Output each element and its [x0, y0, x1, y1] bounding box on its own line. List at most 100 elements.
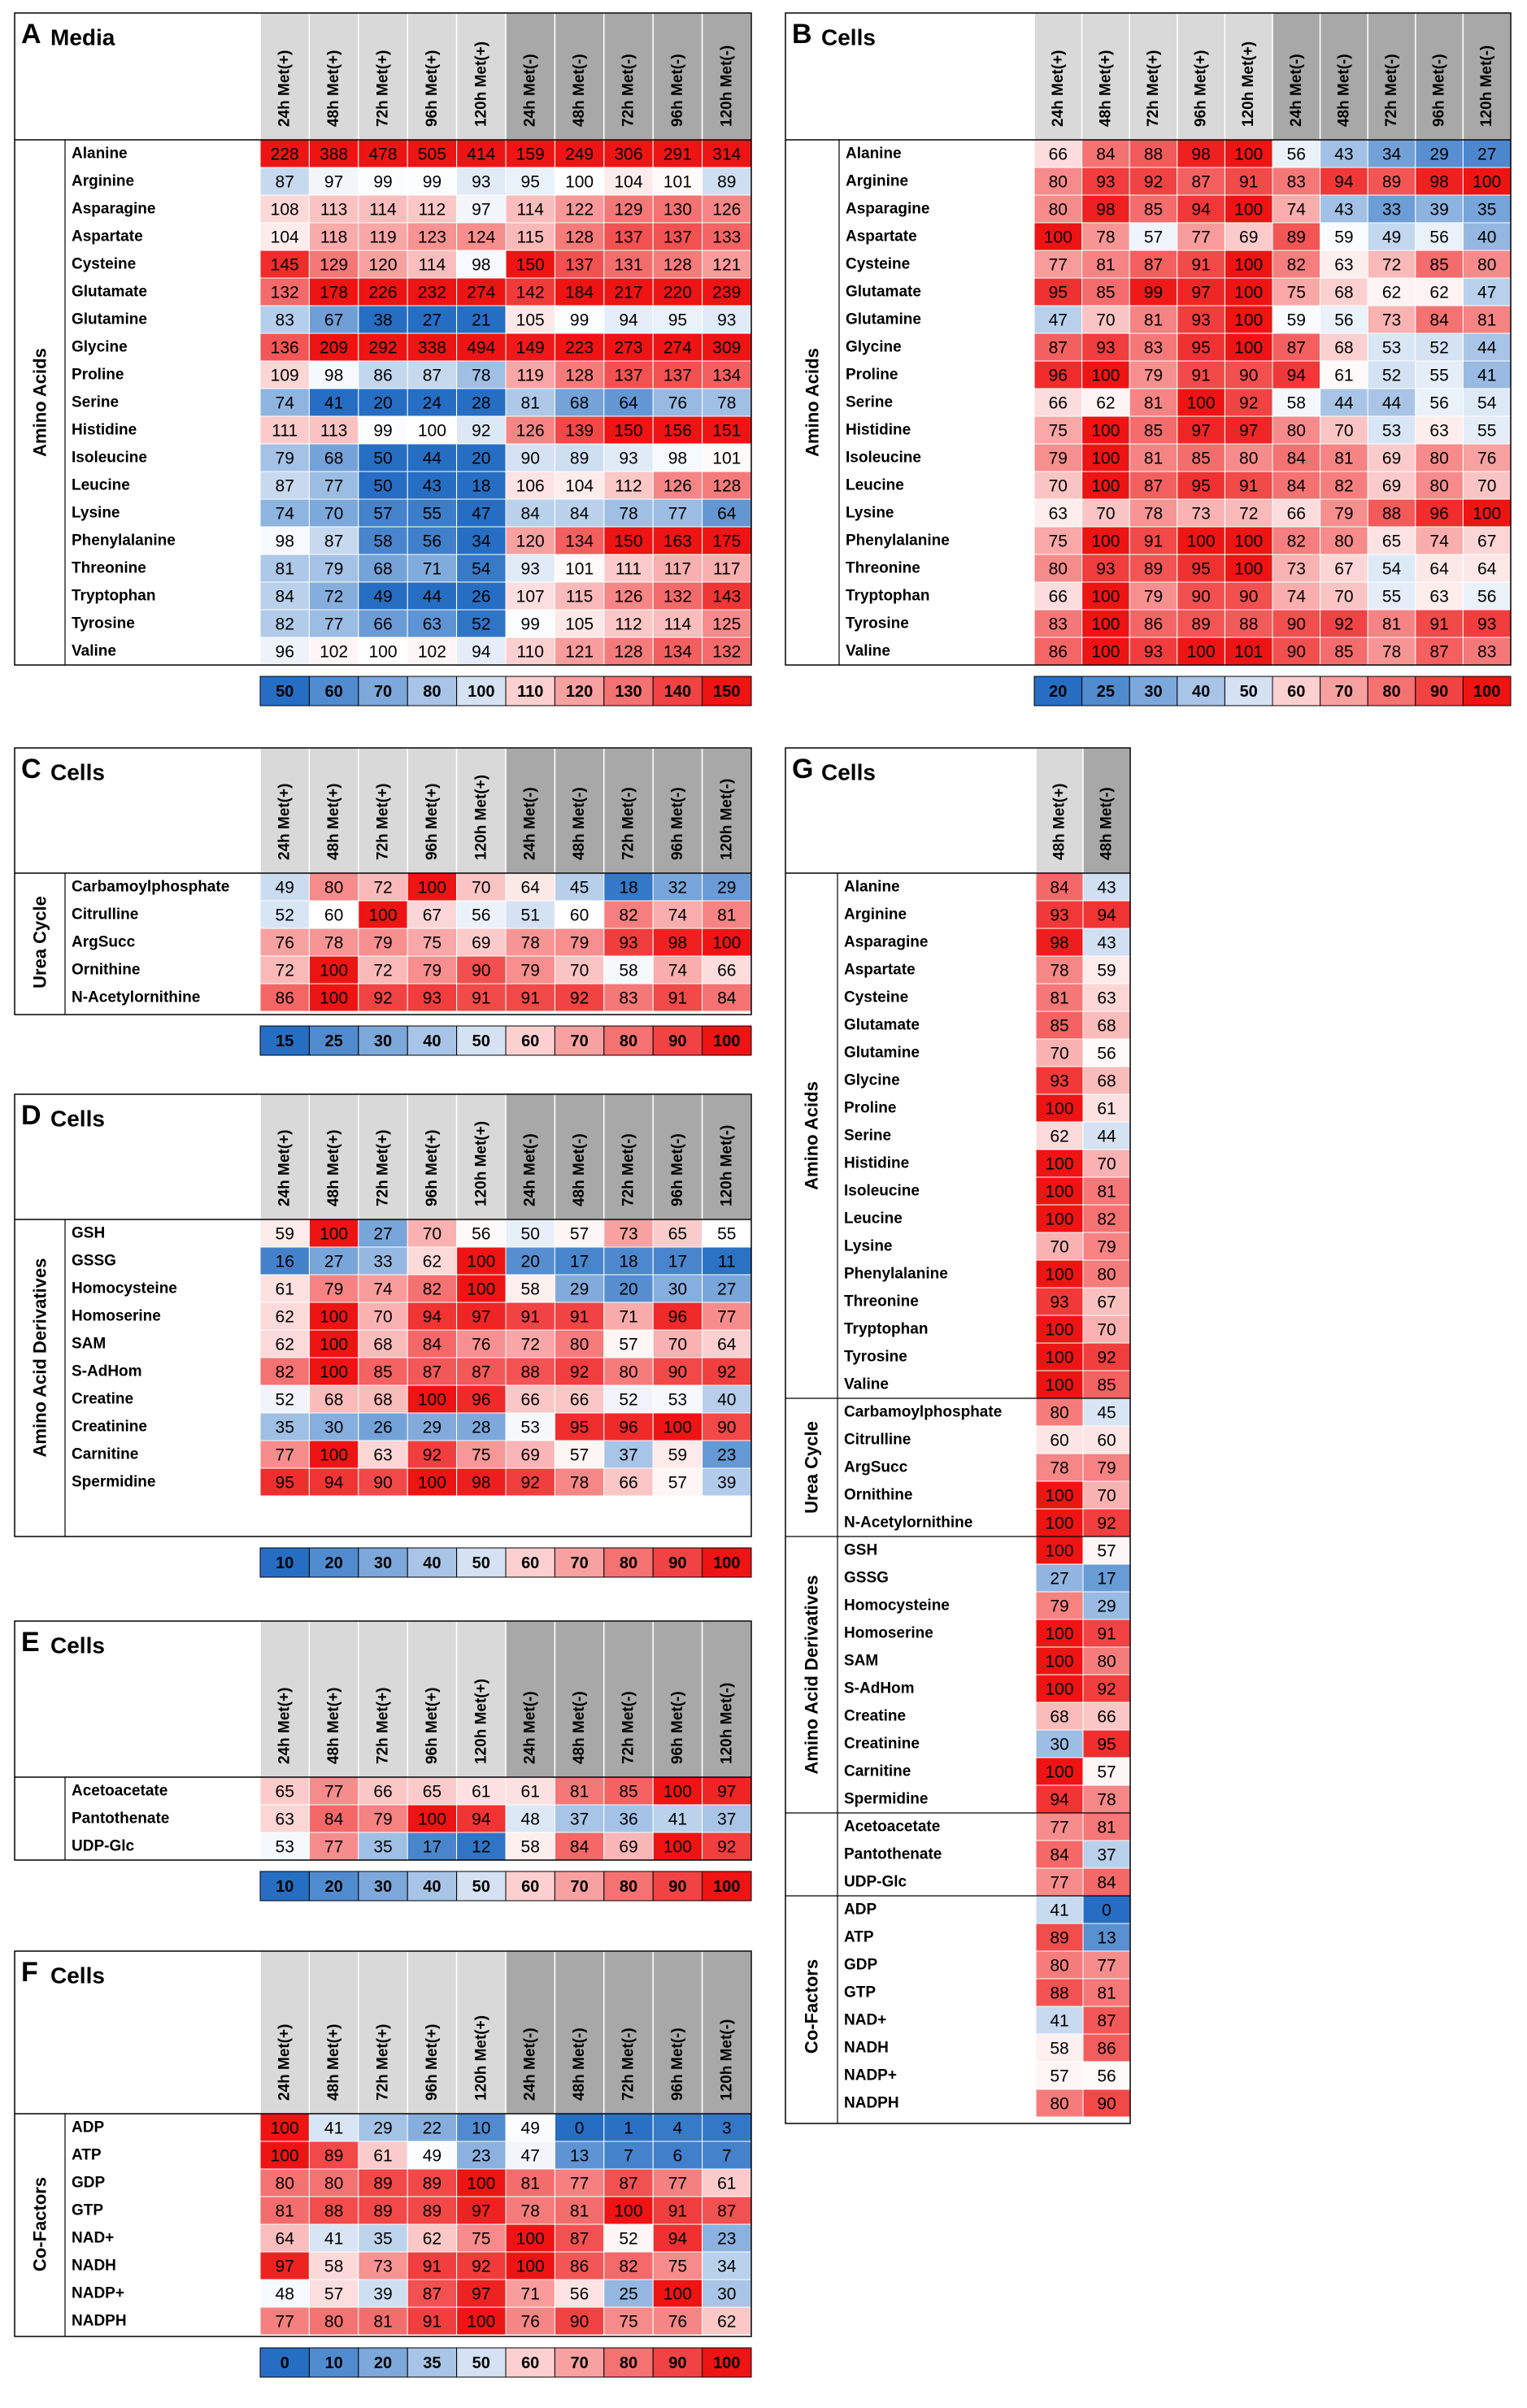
cell-value: 107 — [516, 588, 545, 606]
cell-value: 95 — [1191, 339, 1210, 358]
row-label-16: Tryptophan — [72, 588, 155, 605]
cell-value: 41 — [1050, 2012, 1068, 2031]
cell-value: 100 — [614, 2202, 642, 2221]
heatmap-cell — [1462, 222, 1512, 251]
cell-value: 92 — [1097, 1680, 1116, 1699]
legend-label-6: 70 — [1335, 683, 1353, 701]
cell-value: 79 — [1049, 450, 1068, 468]
cell-value: 68 — [1050, 1708, 1068, 1727]
cell-value: 309 — [712, 339, 741, 358]
cell-value: 13 — [1097, 1929, 1116, 1948]
cell-value: 81 — [1050, 989, 1068, 1008]
cell-value: 98 — [1191, 146, 1210, 164]
cell-value: 59 — [1097, 962, 1116, 980]
heatmap-cell — [1177, 554, 1225, 583]
cell-value: 62 — [276, 1336, 294, 1354]
cell-value: 82 — [1287, 532, 1306, 551]
cell-value: 75 — [1287, 284, 1306, 302]
column-header-1: 48h Met(+) — [325, 50, 342, 128]
heatmap-cell — [1367, 167, 1416, 196]
column-header-5: 24h Met(-) — [1288, 54, 1305, 127]
row-label-6: Glutamine — [846, 311, 921, 328]
row-label-0: Alanine — [844, 879, 900, 896]
cell-value: 100 — [418, 1810, 446, 1829]
cell-value: 70 — [1097, 1487, 1116, 1506]
heatmap-cell — [1367, 360, 1416, 389]
cell-value: 100 — [1091, 450, 1120, 468]
heatmap-cell — [358, 388, 408, 417]
heatmap-cell — [1415, 637, 1464, 666]
heatmap-cell — [358, 1467, 408, 1497]
row-label-3: Ornithine — [72, 962, 140, 979]
cell-value: 69 — [1382, 477, 1401, 496]
cell-value: 98 — [472, 256, 490, 275]
heatmap-cell — [1035, 1093, 1084, 1123]
heatmap-cell — [603, 471, 654, 500]
heatmap-cell — [1462, 443, 1512, 472]
cell-value: 78 — [472, 367, 490, 385]
cell-value: 96 — [668, 1308, 687, 1327]
heatmap-cell — [554, 388, 605, 417]
heatmap-cell — [702, 526, 752, 555]
legend-label-8: 140 — [664, 683, 691, 701]
cell-value: 41 — [324, 2119, 343, 2138]
cell-value: 80 — [324, 2175, 343, 2193]
heatmap-cell — [1082, 2061, 1131, 2090]
heatmap-cell — [652, 305, 703, 334]
row-label-10: Histidine — [846, 422, 911, 439]
column-header-2: 72h Met(+) — [1145, 50, 1162, 128]
heatmap-cell — [652, 333, 703, 362]
heatmap-cell — [259, 554, 310, 583]
cell-value: 0 — [575, 2119, 585, 2138]
cell-value: 84 — [570, 1838, 589, 1857]
heatmap-cell — [358, 222, 408, 251]
heatmap-cell — [1415, 333, 1464, 362]
heatmap-cell — [259, 526, 310, 555]
heatmap-cell — [1320, 498, 1368, 528]
legend-label-1: 60 — [324, 683, 342, 701]
legend-swatch — [308, 1025, 359, 1056]
cell-value: 87 — [1097, 2012, 1116, 2031]
heatmap-cell — [1462, 360, 1512, 389]
heatmap-cell — [702, 139, 752, 168]
heatmap-cell — [1035, 1287, 1084, 1316]
cell-value: 39 — [1429, 201, 1448, 220]
cell-value: 53 — [1382, 422, 1401, 441]
cell-value: 100 — [1045, 1321, 1073, 1340]
cell-value: 96 — [1429, 505, 1448, 524]
cell-value: 57 — [570, 1225, 589, 1244]
cell-value: 20 — [373, 394, 392, 413]
cell-value: 68 — [1334, 339, 1353, 358]
heatmap-cell — [554, 526, 605, 555]
row-label-1: Arginine — [846, 173, 908, 190]
cell-value: 61 — [373, 2147, 392, 2166]
heatmap-cell — [702, 1412, 752, 1441]
cell-value: 88 — [1050, 1984, 1068, 2003]
cell-value: 100 — [1234, 311, 1263, 330]
column-header-1: 48h Met(+) — [325, 1130, 342, 1207]
cell-value: 77 — [1191, 228, 1210, 247]
cell-value: 90 — [1097, 2095, 1116, 2114]
heatmap-cell — [1367, 333, 1416, 362]
legend-swatch — [505, 2347, 555, 2378]
cell-value: 226 — [368, 284, 397, 302]
cell-value: 105 — [516, 311, 545, 330]
heatmap-cell — [456, 637, 507, 666]
column-header-3: 96h Met(+) — [1193, 50, 1210, 128]
heatmap-cell — [407, 2306, 458, 2336]
panel-title: Cells — [821, 25, 876, 50]
cell-value: 59 — [668, 1446, 687, 1465]
cell-value: 73 — [1382, 311, 1401, 330]
heatmap-cell — [407, 2168, 458, 2197]
legend-swatch — [1033, 676, 1083, 706]
legend-label-6: 70 — [570, 1554, 588, 1572]
heatmap-cell — [652, 1219, 703, 1248]
cell-value: 81 — [1144, 450, 1163, 468]
legend-label-5: 60 — [521, 1878, 539, 1896]
heatmap-cell — [1129, 277, 1178, 306]
cell-value: 54 — [1477, 394, 1497, 413]
cell-value: 94 — [472, 643, 491, 662]
heatmap-cell — [456, 2279, 507, 2308]
cell-value: 100 — [1187, 394, 1216, 413]
